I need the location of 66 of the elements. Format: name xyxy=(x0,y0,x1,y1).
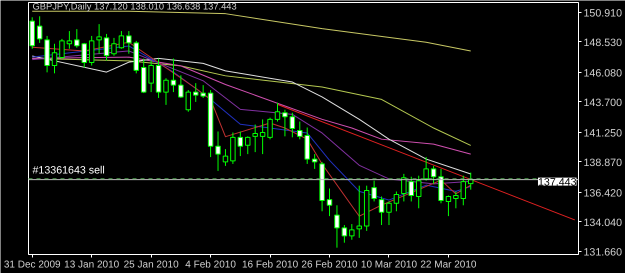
candlestick xyxy=(446,194,452,217)
candlestick xyxy=(394,191,400,212)
line-series xyxy=(32,10,472,52)
y-tick-label: 134.040 xyxy=(584,216,622,229)
candlestick xyxy=(238,130,244,157)
candlestick xyxy=(200,84,206,98)
y-tick-label: 150.910 xyxy=(584,7,622,20)
candlestick xyxy=(163,78,169,106)
candlestick xyxy=(401,173,407,202)
candlestick xyxy=(423,156,429,182)
candlestick xyxy=(334,204,340,248)
candlestick xyxy=(304,127,310,164)
candlestick xyxy=(170,58,176,93)
candlestick xyxy=(356,185,362,238)
ref-line-label: #13361643 sell xyxy=(32,164,105,177)
candlestick xyxy=(148,60,154,93)
y-tick-label: 138.870 xyxy=(584,156,622,169)
candlestick xyxy=(118,30,124,50)
x-tick-label: 31 Dec 2009 xyxy=(4,260,62,270)
candlestick xyxy=(416,175,422,209)
candlestick xyxy=(274,102,280,122)
candlestick xyxy=(290,112,296,138)
candlestick xyxy=(178,74,184,98)
candlestick xyxy=(297,121,303,140)
candlestick xyxy=(260,118,266,155)
candlestick xyxy=(430,165,436,184)
x-tick-label: 13 Jan 2010 xyxy=(64,260,120,270)
candlestick xyxy=(326,188,332,217)
candlestick xyxy=(408,176,414,202)
candlestick xyxy=(52,43,58,74)
candlestick xyxy=(82,42,87,68)
candlestick xyxy=(245,136,250,155)
y-tick-label: 148.530 xyxy=(584,36,622,49)
candlestick xyxy=(453,191,459,209)
candlestick xyxy=(59,38,65,60)
candlestick xyxy=(371,180,377,202)
x-tick-label: 22 Mar 2010 xyxy=(420,260,477,270)
candlestick xyxy=(215,130,221,172)
candlestick xyxy=(342,224,348,244)
candlestick xyxy=(193,82,198,102)
candlestick xyxy=(267,117,273,140)
candlestick xyxy=(74,28,80,48)
y-tick-label: 136.420 xyxy=(584,187,622,200)
candlestick xyxy=(222,148,228,166)
candlestick xyxy=(460,175,466,206)
y-tick-label: 146.080 xyxy=(584,67,622,80)
x-tick-label: 10 Mar 2010 xyxy=(360,260,418,270)
y-tick-label: 141.250 xyxy=(584,127,622,140)
y-tick-label: 143.700 xyxy=(584,96,622,109)
candlestick xyxy=(230,132,236,164)
candlestick xyxy=(126,30,132,54)
candlestick xyxy=(66,30,72,50)
y-tick-label: 131.660 xyxy=(584,246,622,259)
candlestick xyxy=(282,109,288,137)
x-tick-label: 25 Jan 2010 xyxy=(124,260,180,270)
chart-title: GBPJPY,Daily 137.120 138.010 136.638 137.443 xyxy=(32,2,237,12)
candlestick xyxy=(186,90,192,112)
candlestick xyxy=(312,154,318,170)
candlestick xyxy=(349,224,355,240)
candlestick xyxy=(88,35,94,66)
candlestick xyxy=(36,16,42,44)
candlestick xyxy=(96,24,102,54)
x-tick-label: 16 Feb 2010 xyxy=(242,260,299,270)
candlestick xyxy=(252,124,258,153)
x-tick-label: 26 Feb 2010 xyxy=(301,260,358,270)
x-tick-label: 4 Feb 2010 xyxy=(185,260,236,270)
